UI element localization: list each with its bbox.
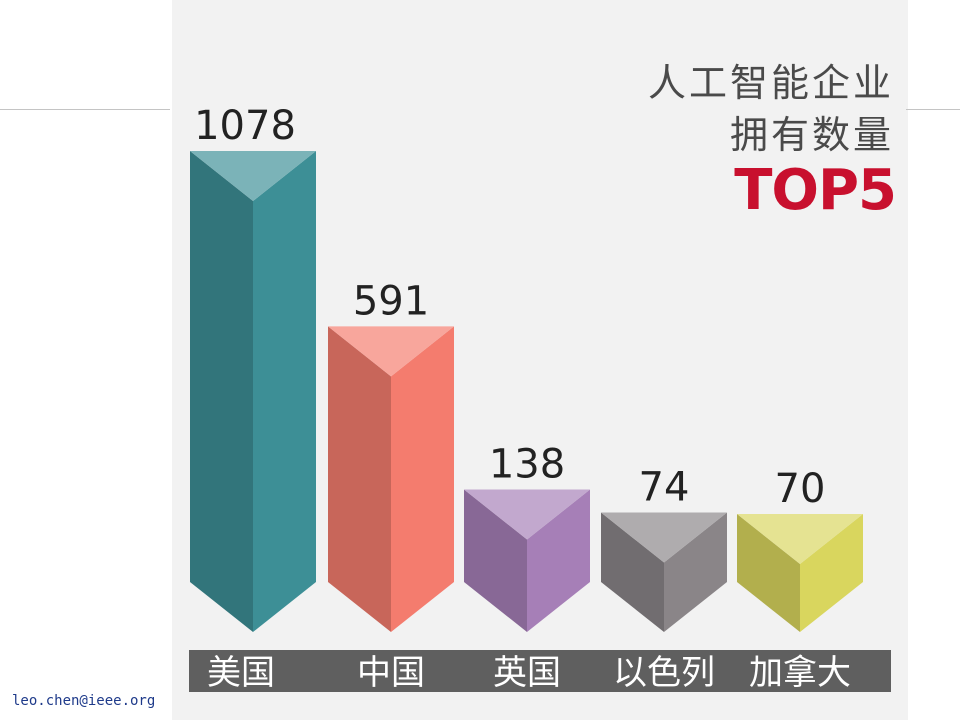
bar-left-face xyxy=(328,326,391,632)
bar-top-face xyxy=(601,512,727,563)
bars-group xyxy=(190,151,863,632)
category-label: 以色列 xyxy=(613,653,715,693)
category-label: 加拿大 xyxy=(749,653,851,693)
bar-3 xyxy=(464,489,590,632)
bar-right-face xyxy=(391,326,454,632)
author-email: leo.chen@ieee.org xyxy=(12,693,156,709)
bar-2 xyxy=(328,326,454,632)
bar-top-face xyxy=(328,326,454,377)
category-label: 英国 xyxy=(493,653,561,693)
bar-top-face xyxy=(464,489,590,540)
bar-right-face xyxy=(527,489,590,632)
bar-left-face xyxy=(464,489,527,632)
value-labels-group: 1078 591 138 74 70 xyxy=(194,103,825,512)
bar-right-face xyxy=(253,151,316,632)
chart-title-line2: 拥有数量 xyxy=(729,113,894,157)
bar-1 xyxy=(190,151,316,632)
category-label: 美国 xyxy=(207,653,275,693)
bar-4 xyxy=(601,512,727,632)
bar-top-face xyxy=(737,514,863,564)
left-divider-line xyxy=(0,109,170,110)
category-label: 中国 xyxy=(357,653,425,693)
value-label: 74 xyxy=(639,465,690,511)
value-label: 1078 xyxy=(194,103,296,149)
chart-title-line1: 人工智能企业 xyxy=(647,61,894,105)
chart-title-top5: TOP5 xyxy=(734,158,897,223)
value-label: 591 xyxy=(353,278,429,324)
value-label: 70 xyxy=(775,466,826,512)
bar-left-face xyxy=(190,151,253,632)
right-divider-line xyxy=(906,109,960,110)
bar-5 xyxy=(737,514,863,632)
bar-right-face xyxy=(664,512,727,632)
category-labels-group: 美国 中国 英国 以色列 加拿大 xyxy=(207,653,851,693)
bar-left-face xyxy=(601,512,664,632)
category-axis-band xyxy=(189,650,891,692)
value-label: 138 xyxy=(489,442,565,488)
bar-right-face xyxy=(800,514,863,632)
bar-left-face xyxy=(737,514,800,632)
bar-top-face xyxy=(190,151,316,201)
